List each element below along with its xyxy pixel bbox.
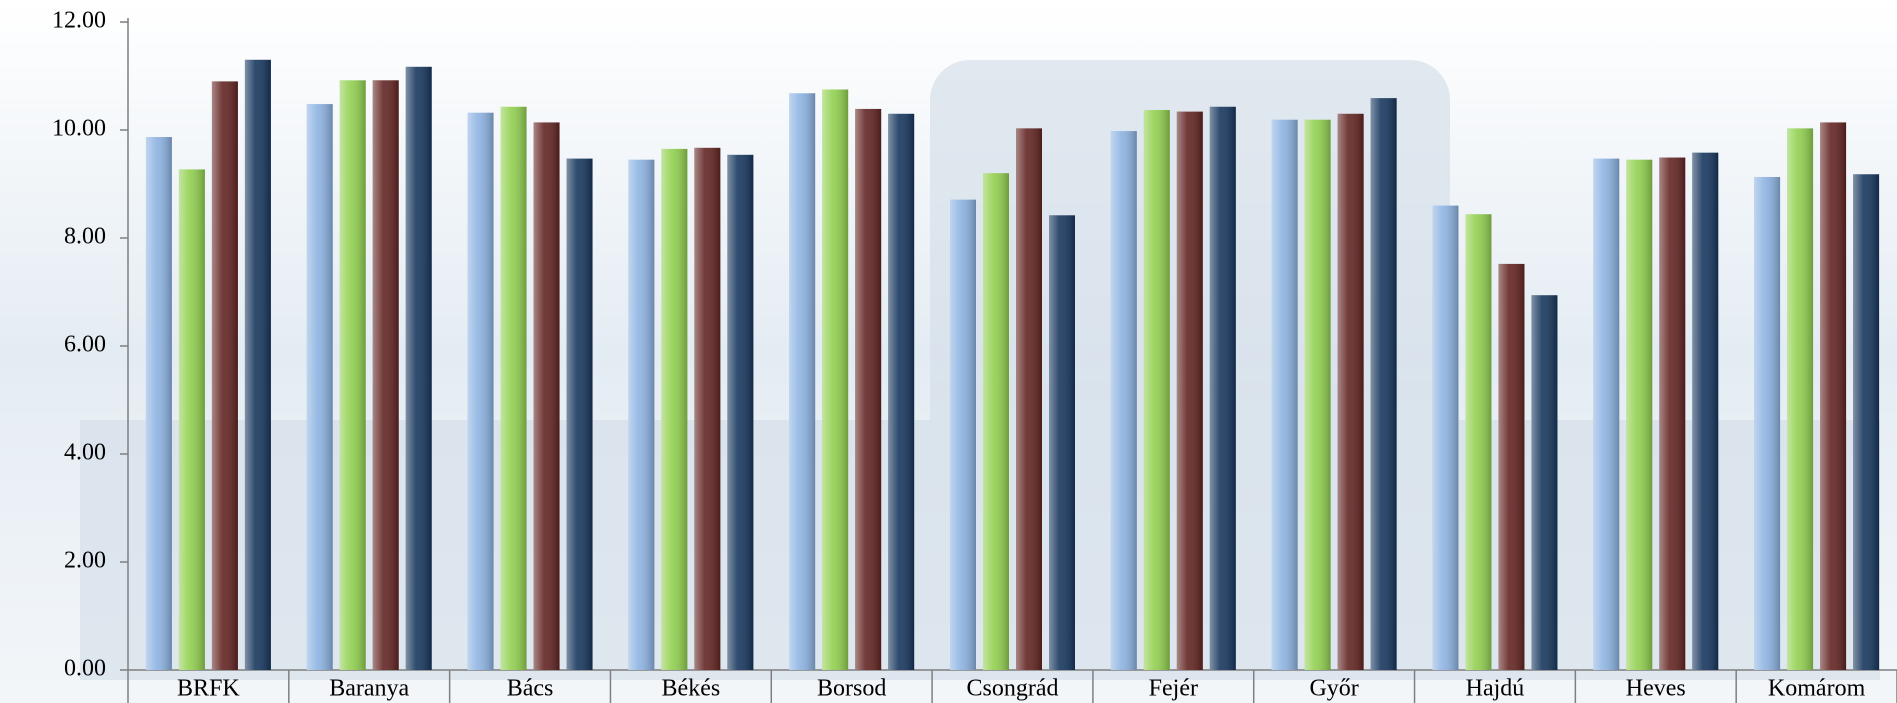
- bar-shine: [950, 199, 976, 670]
- bar-shine: [211, 81, 238, 670]
- bar-shine: [1110, 131, 1137, 670]
- bar-shine: [1465, 214, 1492, 671]
- bar-shine: [661, 148, 688, 670]
- bar-shine: [983, 173, 1009, 670]
- x-tick-label: Bács: [507, 676, 554, 702]
- x-tick-label: Hajdú: [1466, 676, 1525, 702]
- bar-shine: [1820, 122, 1847, 670]
- bar-shine: [339, 80, 366, 670]
- bar-shine: [1692, 152, 1719, 670]
- bar-shine: [1304, 119, 1331, 671]
- bar-shine: [533, 122, 560, 670]
- bar-shine: [727, 154, 754, 671]
- x-tick-label: Csongrád: [967, 676, 1059, 702]
- bar-shine: [888, 113, 915, 671]
- y-tick-label: 8.00: [64, 224, 106, 250]
- bar-shine: [1626, 159, 1653, 670]
- bar-shine: [1593, 158, 1620, 670]
- bar-shine: [145, 137, 172, 670]
- bar-shine: [1049, 215, 1075, 670]
- bar-shine: [1853, 174, 1880, 670]
- bar-shine: [244, 59, 271, 671]
- bar-shine: [405, 66, 432, 670]
- bar-shine: [1209, 106, 1236, 670]
- bar-shine: [1271, 119, 1298, 671]
- y-tick-label: 12.00: [52, 8, 106, 34]
- bar-shine: [306, 104, 333, 670]
- bar-shine: [1787, 128, 1814, 670]
- bar-shine: [1432, 205, 1459, 670]
- y-tick-label: 2.00: [64, 548, 106, 574]
- bar-shine: [178, 169, 205, 671]
- bar-shine: [500, 106, 527, 670]
- bar-shine: [1531, 295, 1558, 670]
- x-tick-label: Borsod: [817, 676, 886, 702]
- bar-shine: [789, 93, 816, 670]
- bar-shine: [1337, 113, 1364, 671]
- bar-shine: [1659, 157, 1686, 671]
- bar-shine: [1754, 176, 1781, 671]
- y-tick-label: 10.00: [52, 116, 106, 142]
- bar-shine: [694, 147, 721, 670]
- bar-shine: [1370, 98, 1397, 670]
- bar-shine: [372, 80, 399, 670]
- x-tick-label: Baranya: [329, 676, 409, 702]
- bar-shine: [822, 89, 849, 670]
- bar-shine: [566, 158, 593, 670]
- x-tick-label: Békés: [662, 676, 721, 702]
- bar-shine: [1143, 110, 1170, 670]
- y-tick-label: 0.00: [64, 656, 106, 682]
- x-tick-label: Fejér: [1149, 676, 1198, 702]
- bar-shine: [1498, 263, 1525, 670]
- bar-shine: [1176, 111, 1203, 670]
- x-tick-label: BRFK: [177, 676, 240, 702]
- bar-shine: [467, 112, 494, 671]
- x-tick-label: Komárom: [1768, 676, 1866, 702]
- x-tick-label: Heves: [1626, 676, 1686, 702]
- bar-shine: [628, 159, 655, 670]
- bar-shine: [855, 108, 882, 670]
- y-tick-label: 6.00: [64, 332, 106, 358]
- bar-shine: [1016, 128, 1042, 670]
- y-tick-label: 4.00: [64, 440, 106, 466]
- x-tick-label: Győr: [1309, 676, 1358, 702]
